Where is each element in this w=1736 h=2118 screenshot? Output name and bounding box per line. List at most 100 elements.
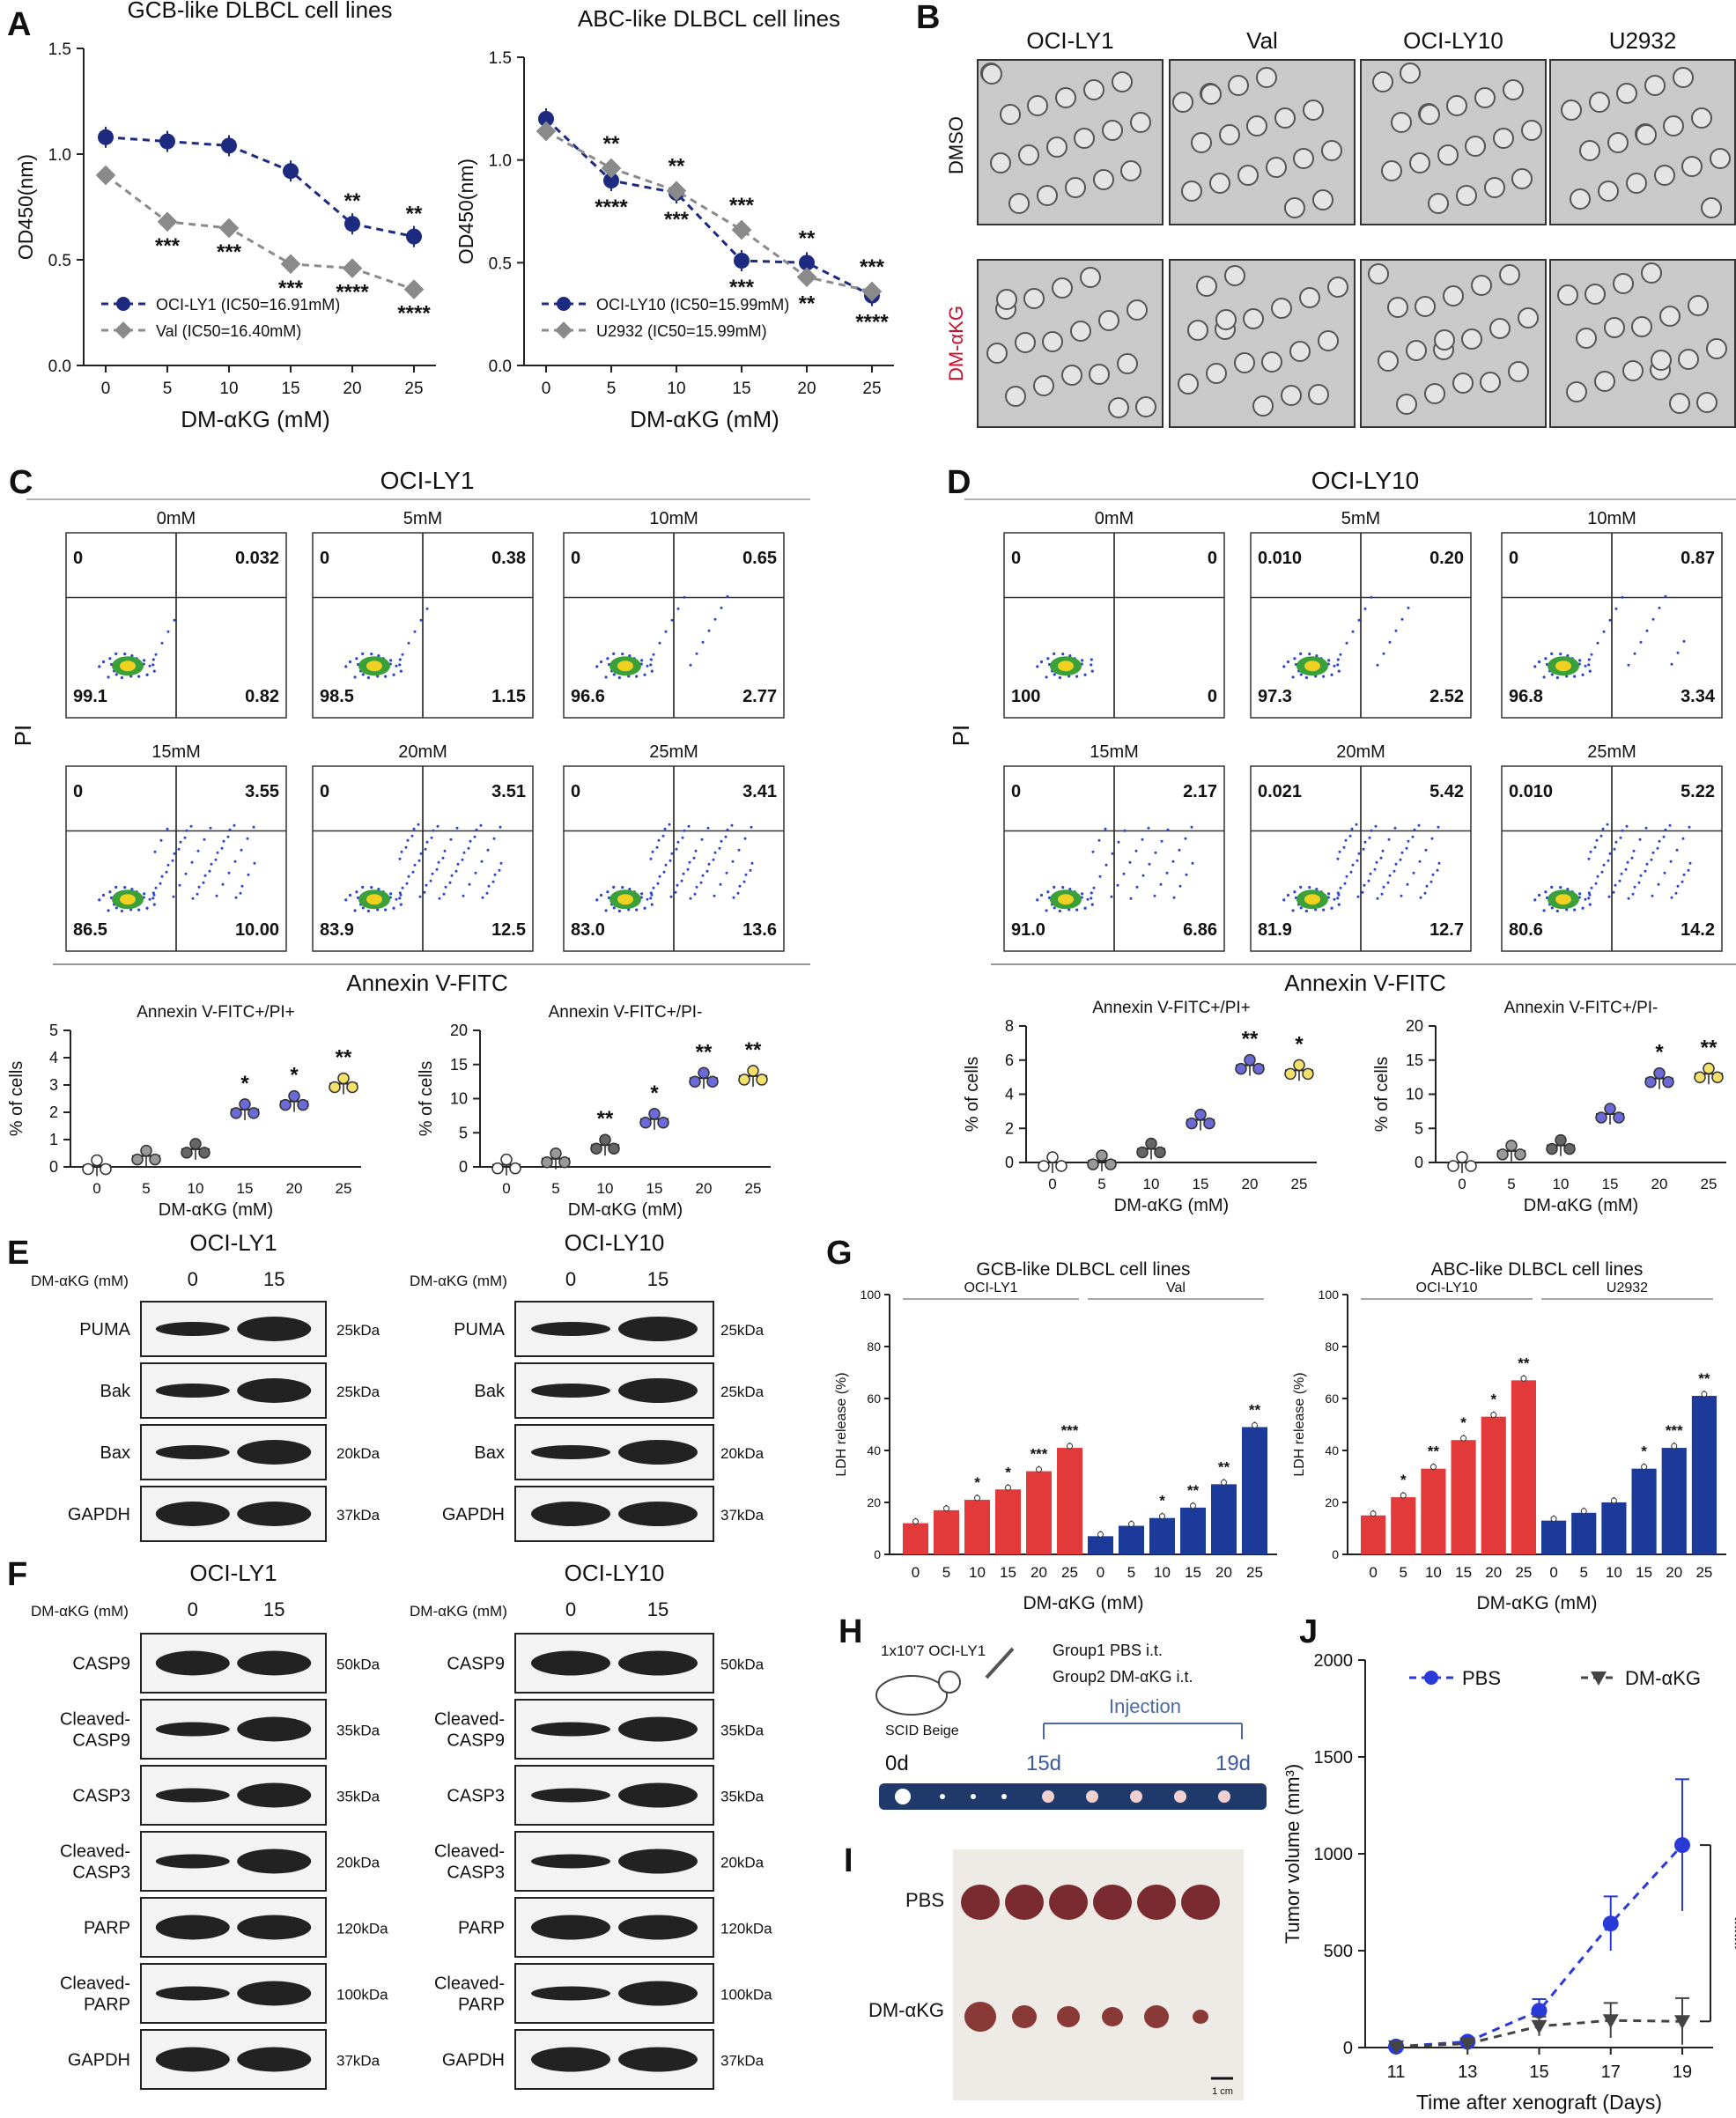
cell (1710, 148, 1731, 169)
cell (1120, 160, 1141, 181)
group-label: Group2 DM-αKG i.t. (1053, 1668, 1193, 1686)
event-dot (1327, 659, 1331, 662)
event-dot (1363, 883, 1366, 887)
y-tick-label: 20 (1406, 1017, 1423, 1035)
x-tick-label: 0 (912, 1564, 920, 1581)
quadrant-value: 12.7 (1429, 920, 1464, 940)
event-dot (1607, 895, 1611, 898)
quadrant-value: 0.65 (742, 549, 777, 568)
protein-label: CASP3 (447, 1787, 505, 1806)
event-dot (635, 908, 639, 911)
cell (1484, 177, 1505, 198)
cell (1117, 353, 1138, 374)
event-dot (1637, 881, 1641, 884)
band (155, 1986, 230, 2001)
event-dot (1134, 849, 1138, 852)
band (531, 2047, 610, 2072)
blot-strip: CASP9 50kDa (72, 1633, 380, 1694)
legend-label: U2932 (IC50=15.99mM) (596, 322, 767, 340)
event-dot (1630, 856, 1634, 860)
data-point (734, 253, 750, 269)
event-dot (1098, 875, 1102, 878)
y-tick-label: 1.5 (48, 41, 71, 59)
y-axis-label: PI (10, 725, 36, 747)
event-dot (1165, 871, 1169, 875)
cell (1499, 264, 1520, 285)
event-dot (1658, 839, 1661, 843)
kda-label: 37kDa (720, 1507, 765, 1524)
band (155, 1650, 230, 1676)
y-axis-label: % of cells (417, 1061, 436, 1137)
tumor (1181, 1885, 1220, 1920)
event-dot (1533, 665, 1537, 668)
kda-label: 20kDa (336, 1855, 380, 1871)
event-dot (1343, 882, 1347, 885)
event-dot (1600, 870, 1604, 874)
event-dot (1349, 870, 1353, 874)
event-dot (1594, 882, 1598, 885)
event-dot (1339, 886, 1342, 889)
x-tick-label: 10 (1154, 1564, 1171, 1581)
sig-star: *** (217, 240, 242, 264)
cell (1308, 384, 1329, 405)
quadrant-value: 0 (571, 782, 580, 801)
bar (934, 1509, 959, 1554)
protein-label: Cleaved- (60, 1710, 130, 1730)
replicate-dot (1580, 1508, 1587, 1515)
band (155, 1722, 230, 1737)
event-dot (606, 657, 609, 660)
event-dot (220, 846, 224, 850)
event-dot (1036, 665, 1039, 668)
event-dot (145, 906, 149, 910)
event-dot (1380, 892, 1384, 896)
sig-star: **** (336, 281, 369, 305)
quadrant-value: 5.42 (1429, 782, 1464, 801)
replicate-dot (1604, 1103, 1616, 1115)
quadrant-value: 81.9 (1258, 920, 1292, 940)
cell (1641, 262, 1662, 284)
replicate-dot (1154, 1146, 1166, 1159)
replicate-dot (1613, 1111, 1625, 1124)
event-dot (348, 660, 352, 664)
event-dot (1291, 909, 1295, 912)
event-dot (649, 658, 653, 661)
event-dot (1587, 897, 1591, 900)
event-dot (1075, 908, 1079, 911)
density-core (120, 894, 136, 905)
sig-star: **** (397, 302, 431, 326)
event-dot (411, 870, 415, 874)
event-dot (417, 823, 420, 826)
replicate-dot (648, 1108, 661, 1120)
event-dot (1315, 887, 1319, 891)
cell (1613, 273, 1634, 294)
event-dot (479, 823, 483, 827)
x-tick-label: 13 (1458, 2063, 1477, 2082)
flow-plot: 0mM 0 0.032 99.1 0.82 (65, 509, 287, 719)
x-tick-label: 11 (1387, 2063, 1406, 2082)
sig-star: ** (745, 1038, 762, 1062)
event-dot (1412, 871, 1415, 875)
event-dot (683, 829, 686, 832)
event-dot (1565, 675, 1569, 678)
series-line-0 (544, 117, 873, 298)
replicate-dot (1711, 1071, 1724, 1083)
event-dot (1342, 845, 1346, 849)
event-dot (707, 629, 711, 632)
sig-star: ** (1518, 1354, 1530, 1371)
sig-star: * (1641, 1443, 1647, 1460)
x-tick-label: 20 (286, 1180, 303, 1197)
cell (1046, 137, 1067, 158)
replicate-dot (1097, 1531, 1104, 1538)
event-dot (1590, 653, 1593, 656)
event-dot (429, 879, 432, 882)
event-dot (743, 837, 747, 840)
event-dot (469, 839, 472, 843)
event-dot (1291, 675, 1295, 679)
replicate-dot (1505, 1140, 1518, 1152)
replicate-dot (912, 1518, 919, 1525)
replicate-dot (149, 1153, 161, 1166)
flow-concentration: 5mM (403, 509, 442, 528)
y-tick-label: 4 (49, 1049, 58, 1066)
replicate-dot (1465, 1160, 1477, 1172)
legend-marker (1591, 1672, 1607, 1686)
